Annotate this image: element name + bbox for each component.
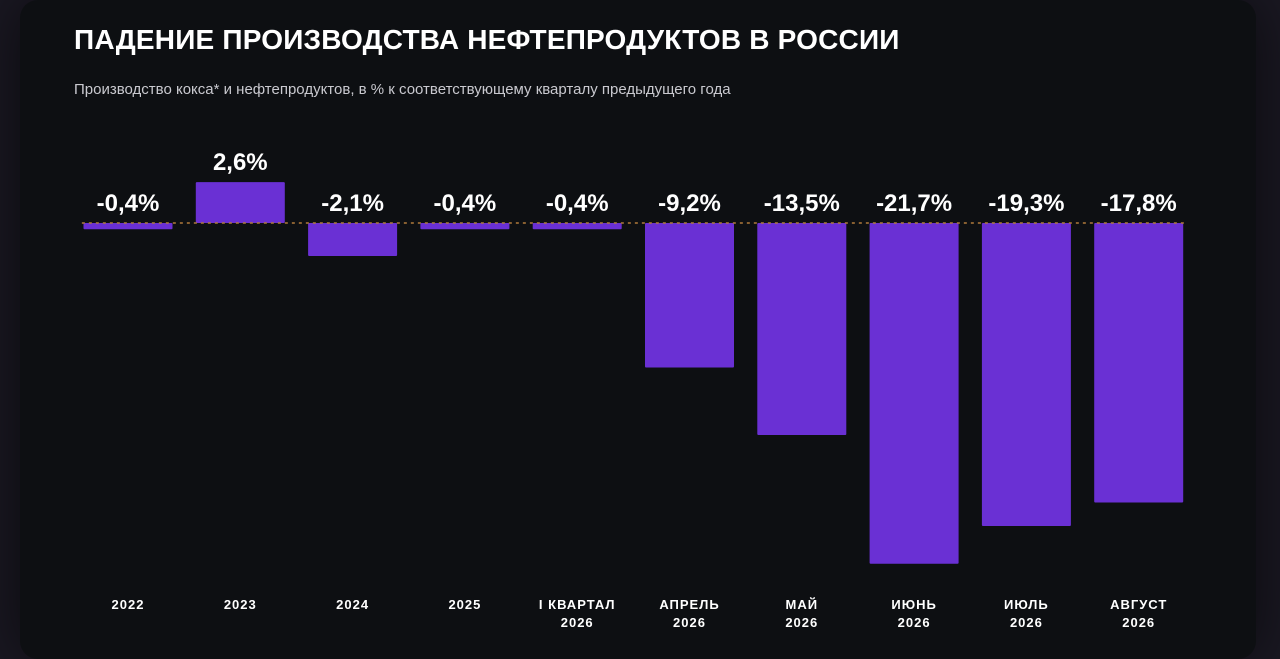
chart-subtitle: Производство кокса* и нефтепродуктов, в … [74, 81, 731, 98]
data-label: 2,6% [213, 149, 268, 176]
category-label: 2022 [112, 597, 145, 612]
bar [757, 223, 847, 435]
category-label: ИЮЛЬ [1004, 597, 1049, 612]
category-label: 2026 [561, 615, 594, 630]
data-label: -9,2% [658, 190, 721, 217]
category-label: 2026 [1122, 615, 1155, 630]
bar [195, 182, 285, 223]
bar [981, 223, 1071, 527]
data-label: -2,1% [321, 190, 384, 217]
category-label: АВГУСТ [1110, 597, 1167, 612]
bar [645, 223, 734, 368]
bar [420, 223, 510, 230]
category-label: 2026 [785, 615, 818, 630]
category-label: 2026 [673, 615, 706, 630]
chart-title: ПАДЕНИЕ ПРОИЗВОДСТВА НЕФТЕПРОДУКТОВ В РО… [74, 24, 900, 55]
category-label: 2026 [1010, 615, 1043, 630]
data-label: -0,4% [546, 190, 609, 217]
category-label: АПРЕЛЬ [659, 597, 719, 612]
category-label: 2026 [898, 615, 931, 630]
category-label: МАЙ [786, 597, 819, 612]
bar [532, 223, 622, 230]
bar [1094, 223, 1184, 503]
category-label: I КВАРТАЛ [539, 597, 616, 612]
category-label: ИЮНЬ [891, 597, 936, 612]
bar [83, 223, 173, 230]
data-label: -0,4% [434, 190, 497, 217]
data-label: -21,7% [876, 190, 952, 217]
category-label: 2025 [448, 597, 481, 612]
data-label: -13,5% [764, 190, 840, 217]
data-label: -17,8% [1101, 190, 1177, 217]
bar [308, 223, 398, 256]
data-label: -0,4% [97, 190, 160, 217]
category-label: 2023 [224, 597, 257, 612]
bar [869, 223, 959, 564]
category-label: 2024 [336, 597, 369, 612]
data-label: -19,3% [988, 190, 1064, 217]
